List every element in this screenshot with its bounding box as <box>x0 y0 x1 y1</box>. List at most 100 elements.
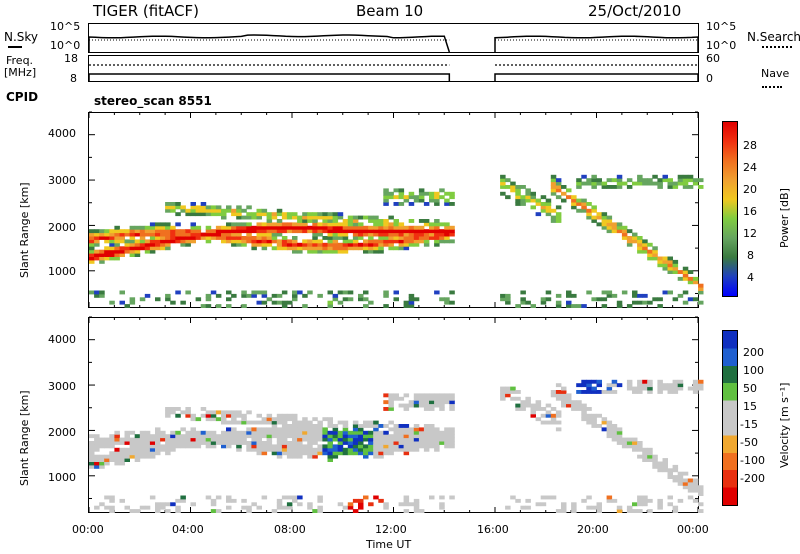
echo-cell <box>241 242 247 247</box>
echo-cell <box>337 502 344 507</box>
echo-cell <box>281 212 288 217</box>
echo-cell <box>606 290 613 295</box>
echo-cell <box>550 390 557 394</box>
echo-cell <box>266 427 273 432</box>
echo-cell <box>363 246 369 251</box>
echo-cell <box>226 290 232 295</box>
echo-cell <box>520 202 526 206</box>
echo-cell <box>601 181 608 186</box>
echo-cell <box>388 434 394 439</box>
echo-cell <box>413 242 420 247</box>
echo-cell <box>307 441 313 445</box>
echo-cell <box>444 427 450 432</box>
echo-cell <box>418 403 425 408</box>
echo-cell <box>271 430 278 435</box>
echo-cell <box>352 225 359 230</box>
power-cbar-tick-28: 28 <box>743 139 757 152</box>
echo-cell <box>180 239 186 244</box>
echo-cell <box>550 191 557 196</box>
echo-cell <box>398 403 405 408</box>
echo-cell <box>388 246 394 251</box>
echo-cell <box>586 417 592 422</box>
echo-cell <box>342 239 349 244</box>
echo-cell <box>540 502 547 507</box>
echo-cell <box>276 447 283 452</box>
vel-cbar-tick-m15: -15 <box>740 418 758 431</box>
echo-cell <box>363 290 369 295</box>
echo-cell <box>429 427 435 432</box>
echo-cell <box>129 447 136 452</box>
echo-cell <box>337 441 344 445</box>
echo-cell <box>626 444 633 449</box>
echo-cell <box>215 229 222 234</box>
echo-cell <box>662 386 668 391</box>
freq-tick-top: 18 <box>64 52 78 65</box>
echo-cell <box>160 225 166 230</box>
nave-tick-top: 60 <box>706 52 720 65</box>
echo-cell <box>246 509 252 513</box>
echo-cell <box>241 430 247 435</box>
echo-cell <box>312 447 318 452</box>
echo-cell <box>657 379 663 384</box>
echo-cell <box>215 434 222 439</box>
echo-cell <box>626 509 633 513</box>
echo-cell <box>545 420 552 425</box>
velocity-ytick-3000: 3000 <box>48 380 76 393</box>
velocity-ytick-1000: 1000 <box>48 471 76 484</box>
echo-cell <box>241 304 247 308</box>
echo-cell <box>687 276 694 281</box>
echo-cell <box>657 498 663 503</box>
echo-cell <box>571 505 577 510</box>
echo-cell <box>698 283 704 288</box>
echo-cell <box>215 225 222 230</box>
echo-cell <box>89 236 95 240</box>
echo-cell <box>114 242 120 247</box>
echo-cell <box>398 195 405 200</box>
echo-cell <box>601 290 608 295</box>
echo-cell <box>114 437 120 442</box>
echo-cell <box>434 290 440 295</box>
echo-cell <box>175 232 181 237</box>
echo-cell <box>134 437 141 442</box>
echo-cell <box>626 229 633 234</box>
echo-cell <box>286 229 293 234</box>
echo-cell <box>398 188 405 193</box>
echo-cell <box>423 236 430 240</box>
radar-title: TIGER (fitACF) <box>93 2 200 20</box>
echo-cell <box>363 297 369 302</box>
vel-cbar-tick-15: 15 <box>743 400 757 413</box>
echo-cell <box>139 447 146 452</box>
echo-cell <box>276 420 283 425</box>
power-ytick-2000: 2000 <box>48 221 76 234</box>
echo-cell <box>418 225 425 230</box>
echo-cell <box>368 444 374 449</box>
echo-cell <box>104 249 110 254</box>
echo-cell <box>155 451 161 456</box>
echo-cell <box>180 208 186 213</box>
echo-cell <box>378 222 384 227</box>
echo-cell <box>215 236 222 240</box>
echo-cell <box>337 447 344 452</box>
echo-cell <box>155 232 161 237</box>
echo-cell <box>586 208 592 213</box>
echo-cell <box>231 417 237 422</box>
echo-cell <box>195 434 202 439</box>
echo-cell <box>251 242 257 247</box>
vel-cbar-tick-50: 50 <box>743 382 757 395</box>
echo-cell <box>510 386 516 391</box>
echo-cell <box>342 441 349 445</box>
vel-cbar-tick-m50: -50 <box>740 436 758 449</box>
echo-cell <box>677 174 684 179</box>
echo-cell <box>581 198 587 203</box>
echo-cell <box>185 407 191 411</box>
echo-cell <box>510 185 516 189</box>
echo-cell <box>505 195 511 200</box>
echo-cell <box>621 229 628 234</box>
echo-cell <box>637 236 643 240</box>
echo-cell <box>261 222 268 227</box>
echo-cell <box>215 495 222 500</box>
echo-cell <box>200 407 207 411</box>
echo-cell <box>226 232 232 237</box>
echo-cell <box>276 417 283 422</box>
echo-cell <box>692 280 699 285</box>
